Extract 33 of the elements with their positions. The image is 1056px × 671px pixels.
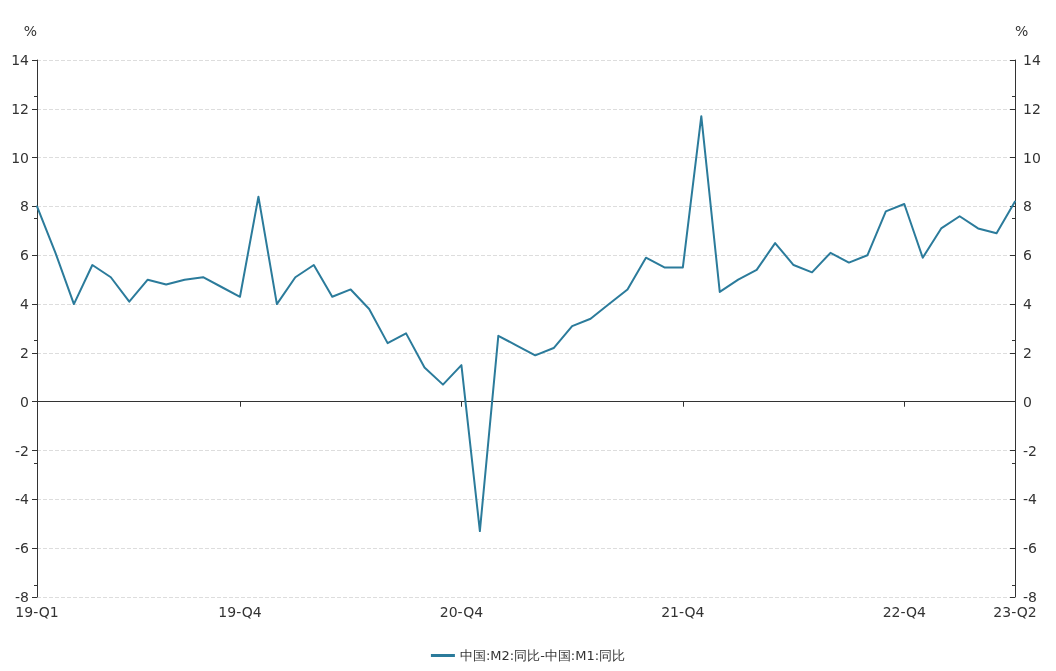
y2-tick-label: 4 bbox=[1023, 296, 1032, 313]
y2-tick-label: 12 bbox=[1023, 100, 1041, 117]
y2-tick-label: 0 bbox=[1023, 393, 1032, 410]
y2-tick-label: -4 bbox=[1023, 491, 1038, 508]
y2-tick-label: 14 bbox=[1023, 52, 1041, 68]
y-tick-label: 12 bbox=[11, 100, 29, 117]
y-tick-label: 8 bbox=[20, 198, 29, 215]
y-tick-label: -8 bbox=[15, 589, 29, 605]
x-tick-label: 23-Q2 bbox=[993, 604, 1037, 620]
y-tick-label: 2 bbox=[20, 344, 29, 361]
x-tick-label: 19-Q1 bbox=[15, 604, 59, 620]
y2-tick-label: 2 bbox=[1023, 344, 1032, 361]
y2-tick-label: -2 bbox=[1023, 442, 1037, 459]
legend-label: 中国:M2:同比-中国:M1:同比 bbox=[459, 648, 626, 663]
y-tick-label: -6 bbox=[15, 540, 30, 557]
y-tick-label: 14 bbox=[11, 52, 30, 68]
y2-axis-title: % bbox=[1015, 23, 1029, 39]
x-tick-label: 21-Q4 bbox=[661, 604, 705, 620]
y-tick-label: -4 bbox=[15, 491, 30, 508]
y2-tick-label: 6 bbox=[1023, 247, 1032, 264]
x-tick-label: 19-Q4 bbox=[218, 604, 262, 620]
x-tick-label: 20-Q4 bbox=[439, 604, 484, 620]
y-tick-label: -2 bbox=[15, 442, 29, 459]
y2-tick-label: -6 bbox=[1023, 540, 1038, 557]
y2-tick-label: 8 bbox=[1023, 198, 1032, 215]
y-tick-label: 4 bbox=[20, 296, 30, 313]
y-tick-label: 6 bbox=[20, 247, 30, 264]
y-axis-title: % bbox=[23, 23, 37, 39]
y2-tick-label: -8 bbox=[1023, 589, 1037, 605]
x-tick-label: 22-Q4 bbox=[882, 604, 927, 620]
y2-tick-label: 10 bbox=[1023, 149, 1041, 166]
y-tick-label: 10 bbox=[11, 149, 29, 166]
y-tick-label: 0 bbox=[20, 393, 29, 410]
